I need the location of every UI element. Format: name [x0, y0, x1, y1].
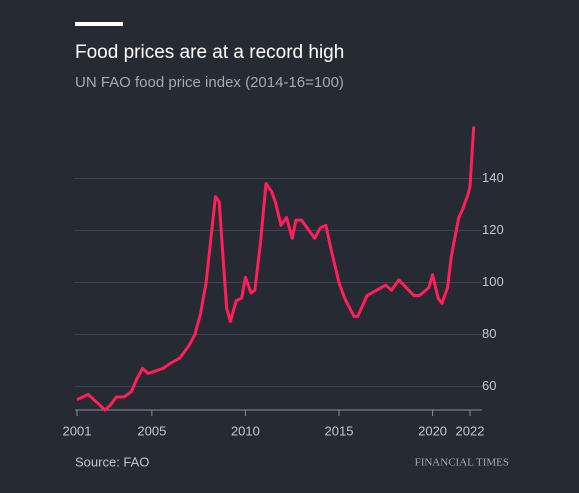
- data-line: [76, 126, 476, 412]
- y-tick-label: 100: [482, 274, 504, 289]
- chart-title: Food prices are at a record high: [75, 42, 344, 63]
- source: Source: FAO: [75, 454, 149, 469]
- brand: FINANCIAL TIMES: [415, 457, 509, 469]
- x-tick-label: 2001: [63, 423, 92, 438]
- ft-bar: [75, 22, 123, 26]
- chart-subtitle: UN FAO food price index (2014-16=100): [75, 74, 344, 91]
- x-tick-label: 2010: [231, 423, 260, 438]
- y-tick-label: 80: [482, 326, 496, 341]
- x-tick-label: 2020: [418, 423, 447, 438]
- x-tick-label: 2005: [137, 423, 166, 438]
- y-tick-label: 60: [482, 378, 496, 393]
- x-tick-label: 2022: [456, 423, 485, 438]
- y-tick-label: 140: [482, 170, 504, 185]
- x-tick-label: 2015: [325, 423, 354, 438]
- y-tick-label: 120: [482, 222, 504, 237]
